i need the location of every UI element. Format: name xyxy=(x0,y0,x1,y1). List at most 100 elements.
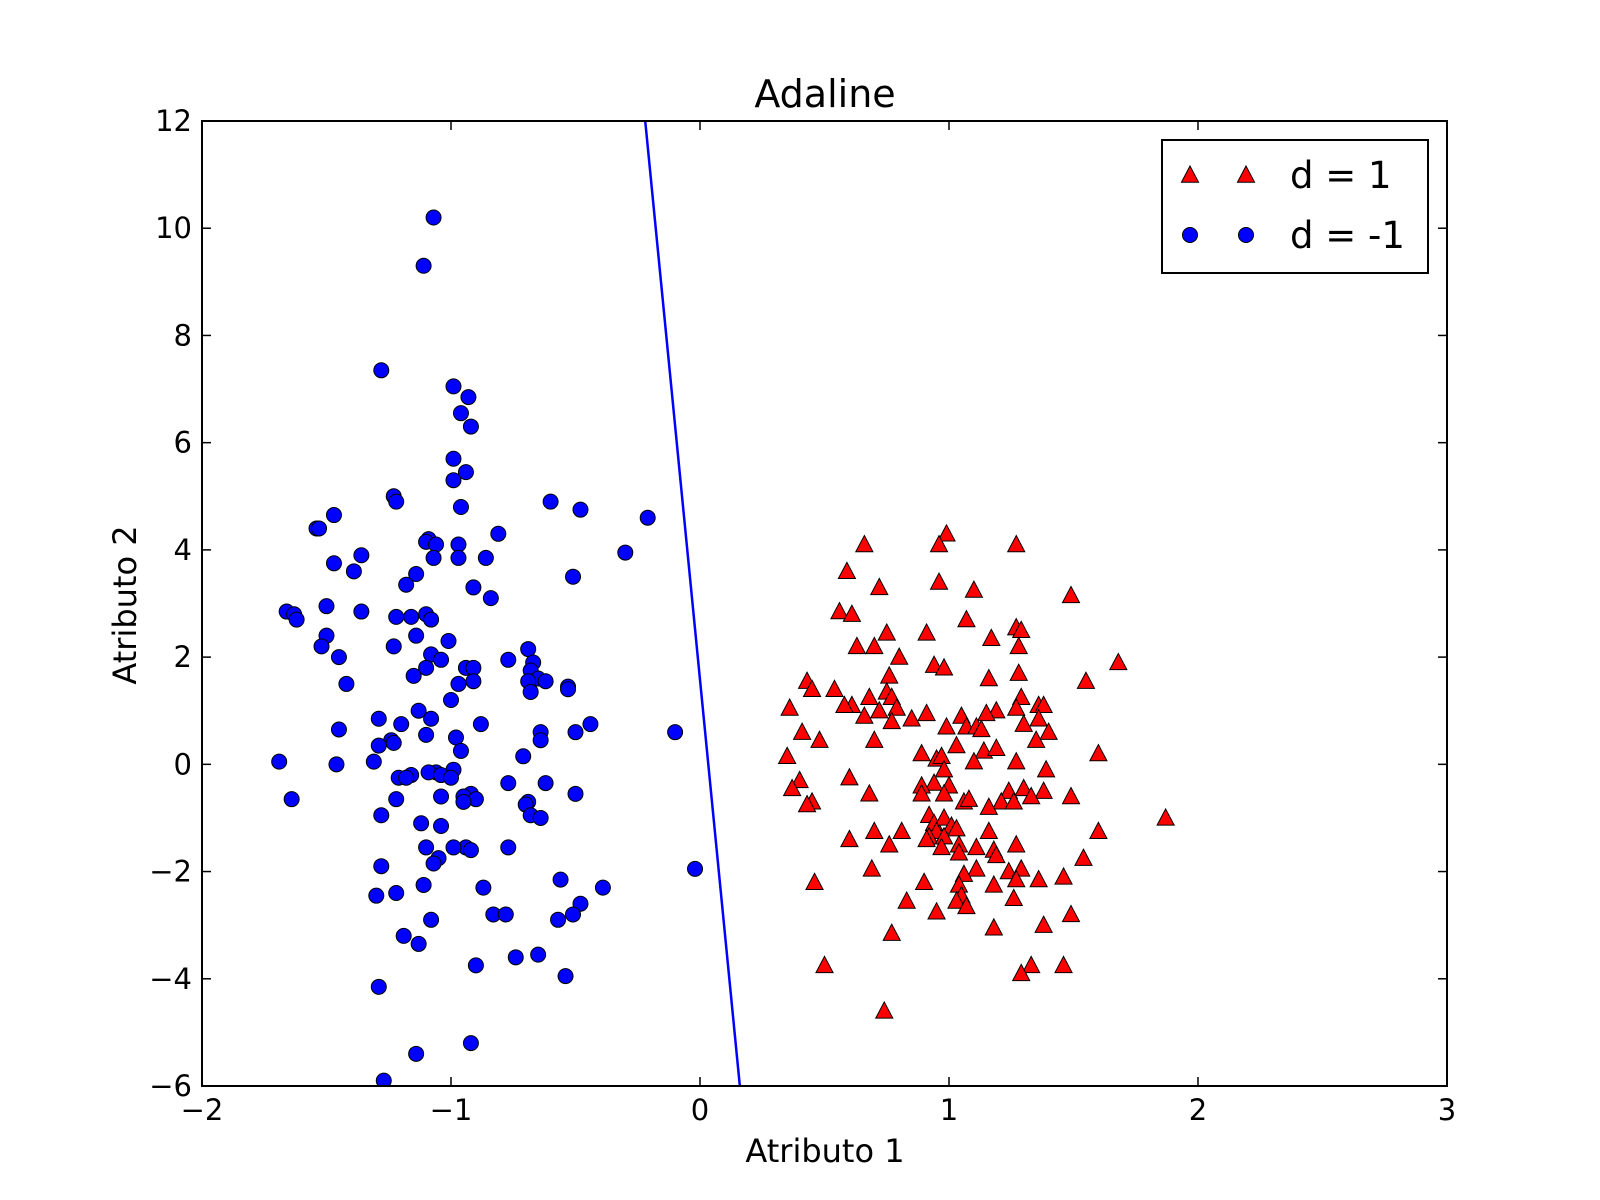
data-point-circle xyxy=(475,879,492,896)
data-point-circle xyxy=(567,724,584,741)
data-point-circle xyxy=(353,547,370,564)
data-point-triangle xyxy=(949,842,969,861)
data-point-circle xyxy=(373,362,390,379)
y-tick-label: −6 xyxy=(149,1069,192,1103)
data-point-triangle xyxy=(912,743,931,762)
data-point-circle xyxy=(370,737,387,754)
data-point-triangle xyxy=(1021,955,1041,974)
data-point-triangle xyxy=(986,738,1006,756)
data-point-triangle xyxy=(947,890,966,909)
data-point-circle xyxy=(465,673,482,690)
data-point-circle xyxy=(388,885,405,901)
data-point-circle xyxy=(388,791,405,808)
data-point-circle xyxy=(373,807,390,824)
data-layer xyxy=(271,121,1176,1086)
data-point-triangle xyxy=(1004,888,1024,907)
legend-marker xyxy=(1236,164,1256,183)
data-point-triangle xyxy=(1036,759,1056,778)
data-point-triangle xyxy=(912,783,931,802)
data-point-triangle xyxy=(862,858,882,877)
data-point-circle xyxy=(408,1045,425,1062)
data-point-triangle xyxy=(934,759,954,778)
y-tick-label: −2 xyxy=(149,855,192,889)
data-point-triangle xyxy=(864,821,884,840)
data-point-triangle xyxy=(1021,786,1041,805)
data-point-triangle xyxy=(847,636,867,655)
data-point-triangle xyxy=(967,858,986,877)
data-point-triangle xyxy=(859,783,879,802)
data-point-circle xyxy=(507,949,524,966)
data-point-circle xyxy=(373,858,390,875)
legend-label: d = 1 xyxy=(1290,154,1392,197)
x-tick-label: 1 xyxy=(940,1093,958,1127)
data-point-circle xyxy=(415,876,432,893)
data-point-circle xyxy=(423,911,440,928)
data-point-circle xyxy=(271,753,288,770)
data-point-circle xyxy=(330,649,347,666)
data-point-circle xyxy=(447,729,464,746)
data-point-triangle xyxy=(892,821,912,840)
data-point-triangle xyxy=(964,751,984,770)
data-point-triangle xyxy=(864,636,884,655)
data-point-circle xyxy=(520,641,537,658)
data-point-triangle xyxy=(957,609,976,628)
data-point-triangle xyxy=(979,668,999,687)
data-point-circle xyxy=(552,871,569,888)
data-point-circle xyxy=(500,775,517,792)
data-point-circle xyxy=(338,675,355,692)
data-point-triangle xyxy=(1034,781,1053,799)
data-point-triangle xyxy=(825,679,844,697)
data-point-circle xyxy=(497,906,514,923)
data-point-circle xyxy=(639,509,656,526)
data-point-triangle xyxy=(790,770,809,789)
data-point-triangle xyxy=(964,580,984,598)
data-point-triangle xyxy=(1054,866,1073,885)
data-point-triangle xyxy=(914,872,934,890)
data-point-triangle xyxy=(1029,708,1049,727)
data-point-circle xyxy=(388,493,405,510)
y-tick-label: 6 xyxy=(174,426,192,460)
data-point-circle xyxy=(345,563,362,580)
data-point-triangle xyxy=(1006,697,1026,716)
data-point-circle xyxy=(415,257,432,274)
data-point-triangle xyxy=(986,700,1006,719)
data-point-circle xyxy=(455,793,472,810)
data-point-circle xyxy=(425,855,442,872)
x-axis-label: Atributo 1 xyxy=(745,1132,904,1170)
data-point-circle xyxy=(450,675,467,692)
data-point-circle xyxy=(385,638,402,655)
data-point-circle xyxy=(395,927,412,944)
data-point-circle xyxy=(452,405,469,422)
data-point-circle xyxy=(565,906,582,923)
data-point-circle xyxy=(460,389,477,406)
data-point-triangle xyxy=(1011,620,1031,639)
data-point-triangle xyxy=(777,746,797,764)
data-point-triangle xyxy=(971,719,991,738)
data-point-circle xyxy=(537,775,554,792)
data-point-triangle xyxy=(869,577,889,596)
data-point-triangle xyxy=(1034,915,1053,933)
data-point-circle xyxy=(565,568,582,585)
data-point-triangle xyxy=(976,703,996,722)
data-point-circle xyxy=(557,968,574,985)
data-point-triangle xyxy=(1006,834,1026,853)
x-tick-label: −2 xyxy=(181,1093,224,1127)
data-point-triangle xyxy=(1011,963,1031,982)
data-point-triangle xyxy=(1009,636,1029,655)
data-point-triangle xyxy=(1004,791,1024,810)
data-point-triangle xyxy=(981,628,1001,647)
data-point-triangle xyxy=(937,523,956,542)
y-tick-label: 0 xyxy=(174,747,192,781)
data-point-circle xyxy=(433,788,450,805)
data-point-triangle xyxy=(947,818,966,837)
data-point-triangle xyxy=(1014,714,1034,732)
data-point-triangle xyxy=(835,695,854,714)
data-point-circle xyxy=(445,472,462,489)
data-point-triangle xyxy=(797,794,817,813)
legend-marker xyxy=(1182,227,1198,243)
data-point-circle xyxy=(408,627,425,644)
axes-frame xyxy=(201,120,1448,1087)
data-point-triangle xyxy=(902,708,922,727)
